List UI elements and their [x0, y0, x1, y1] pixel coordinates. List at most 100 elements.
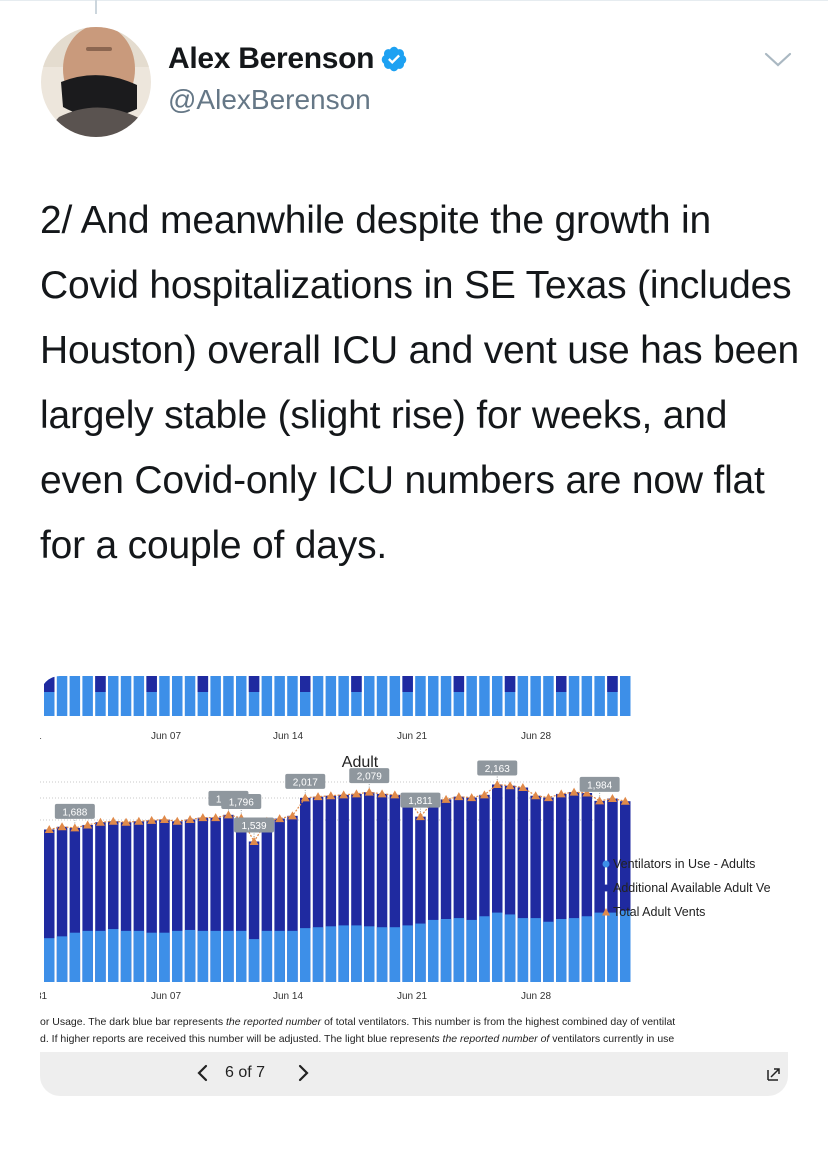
bar-available [594, 800, 605, 982]
total-vents-marker [569, 787, 579, 796]
next-page-button[interactable] [288, 1058, 318, 1088]
total-vents-marker [467, 793, 477, 802]
author-name[interactable]: Alex Berenson [168, 42, 408, 81]
bar-available [453, 796, 465, 982]
total-vents-marker [249, 836, 259, 845]
bar-in-use [312, 927, 324, 982]
bar-available [312, 796, 324, 982]
total-vents-marker [300, 793, 310, 802]
bar-in-use [376, 927, 388, 982]
top-strip-bar [274, 676, 285, 716]
top-strip-bar [133, 676, 145, 716]
bar-in-use [568, 918, 580, 982]
top-strip-bar [287, 676, 298, 716]
bar-available [223, 814, 234, 982]
top-strip-bar [568, 676, 580, 716]
data-label: 1,984 [587, 780, 612, 791]
bar-in-use [287, 930, 298, 982]
bar-in-use [120, 930, 132, 982]
data-label: 2,017 [293, 777, 318, 788]
bar-available [607, 798, 618, 982]
bar-in-use [428, 919, 439, 982]
top-strip-bar [428, 676, 439, 716]
bar-available [568, 792, 580, 982]
bar-in-use [236, 930, 247, 982]
expand-icon[interactable] [764, 1064, 784, 1084]
total-vents-marker [211, 813, 221, 822]
author-handle[interactable]: @AlexBerenson [168, 84, 371, 115]
x-tick-label: 31 [40, 991, 48, 1002]
bar-in-use [402, 925, 413, 982]
x-tick-label: Jun 14 [273, 991, 303, 1002]
top-strip-bar [172, 676, 183, 716]
avatar[interactable] [41, 27, 151, 137]
top-axis-tick-label: Jun 07 [151, 731, 181, 742]
bar-available [581, 793, 593, 982]
top-strip-bar [82, 676, 93, 716]
bar-available [325, 795, 337, 982]
bar-available [530, 795, 541, 982]
caption-italic: the reported number [226, 1016, 322, 1028]
top-strip-bar [159, 676, 170, 716]
bar-available [248, 841, 260, 982]
bar-in-use [466, 919, 477, 982]
data-label: 1,539 [242, 821, 267, 832]
top-strip-bar [581, 676, 593, 716]
top-strip-bar [338, 676, 349, 716]
total-vents-marker [83, 820, 93, 829]
top-strip-bar [364, 676, 375, 716]
previous-page-button[interactable] [188, 1058, 218, 1088]
verified-badge-icon [380, 45, 408, 81]
top-axis-tick-label: 1 [40, 731, 42, 742]
bar-in-use [69, 932, 81, 982]
top-strip-bar [351, 676, 362, 716]
data-label: 1,688 [62, 807, 87, 818]
bar-available [197, 817, 209, 982]
total-vents-marker [595, 796, 605, 805]
total-vents-marker [607, 793, 617, 802]
top-strip-bar [530, 676, 541, 716]
top-divider [0, 0, 828, 1]
bar-in-use [95, 930, 106, 982]
bar-in-use [607, 912, 618, 982]
x-tick-label: Jun 21 [397, 991, 427, 1002]
caption-text: ventilators currently in use [549, 1033, 675, 1045]
top-strip-bar [95, 676, 106, 716]
bar-in-use [325, 926, 337, 982]
page-indicator: 6 of 7 [225, 1064, 266, 1081]
top-strip-bar [248, 676, 260, 716]
chevron-down-icon[interactable] [763, 48, 793, 72]
top-strip-bar [120, 676, 132, 716]
data-label-box [400, 792, 441, 808]
bar-available [172, 821, 183, 982]
top-strip-bar [466, 676, 477, 716]
top-strip-bar [108, 676, 119, 716]
top-strip-bar [146, 676, 157, 716]
media-attachment[interactable]: 1 Jun 07 Jun 14 Jun 21 Jun 28 Adult 1,688 1,8… [40, 676, 788, 1096]
total-vents-marker [505, 781, 515, 790]
top-strip-bar [236, 676, 247, 716]
bar-in-use [159, 932, 170, 982]
bar-available [517, 787, 529, 982]
total-vents-marker [95, 817, 105, 826]
data-label-box [285, 773, 326, 789]
bar-in-use [146, 932, 157, 982]
caption-text: d. If higher reports are received this n… [40, 1033, 432, 1045]
bar-in-use [108, 929, 119, 982]
caption-text: or Usage. The dark blue bar represents [40, 1016, 226, 1028]
top-strip-bar-cap [351, 676, 362, 692]
total-vents-marker [582, 788, 592, 797]
top-strip-bar [504, 676, 516, 716]
chart-svg: 1 Jun 07 Jun 14 Jun 21 Jun 28 Adult 1,688 1,8… [40, 676, 788, 1052]
bar-available [543, 797, 554, 982]
total-vents-marker [441, 794, 451, 803]
data-label: 1,811 [408, 796, 433, 807]
total-vents-marker [147, 815, 157, 824]
bar-in-use [504, 914, 516, 982]
bar-in-use [453, 918, 465, 982]
top-strip-bar [492, 676, 503, 716]
bar-available [492, 784, 503, 982]
bar-in-use [210, 930, 221, 982]
bar-in-use [581, 916, 593, 982]
top-strip-bar [543, 676, 554, 716]
